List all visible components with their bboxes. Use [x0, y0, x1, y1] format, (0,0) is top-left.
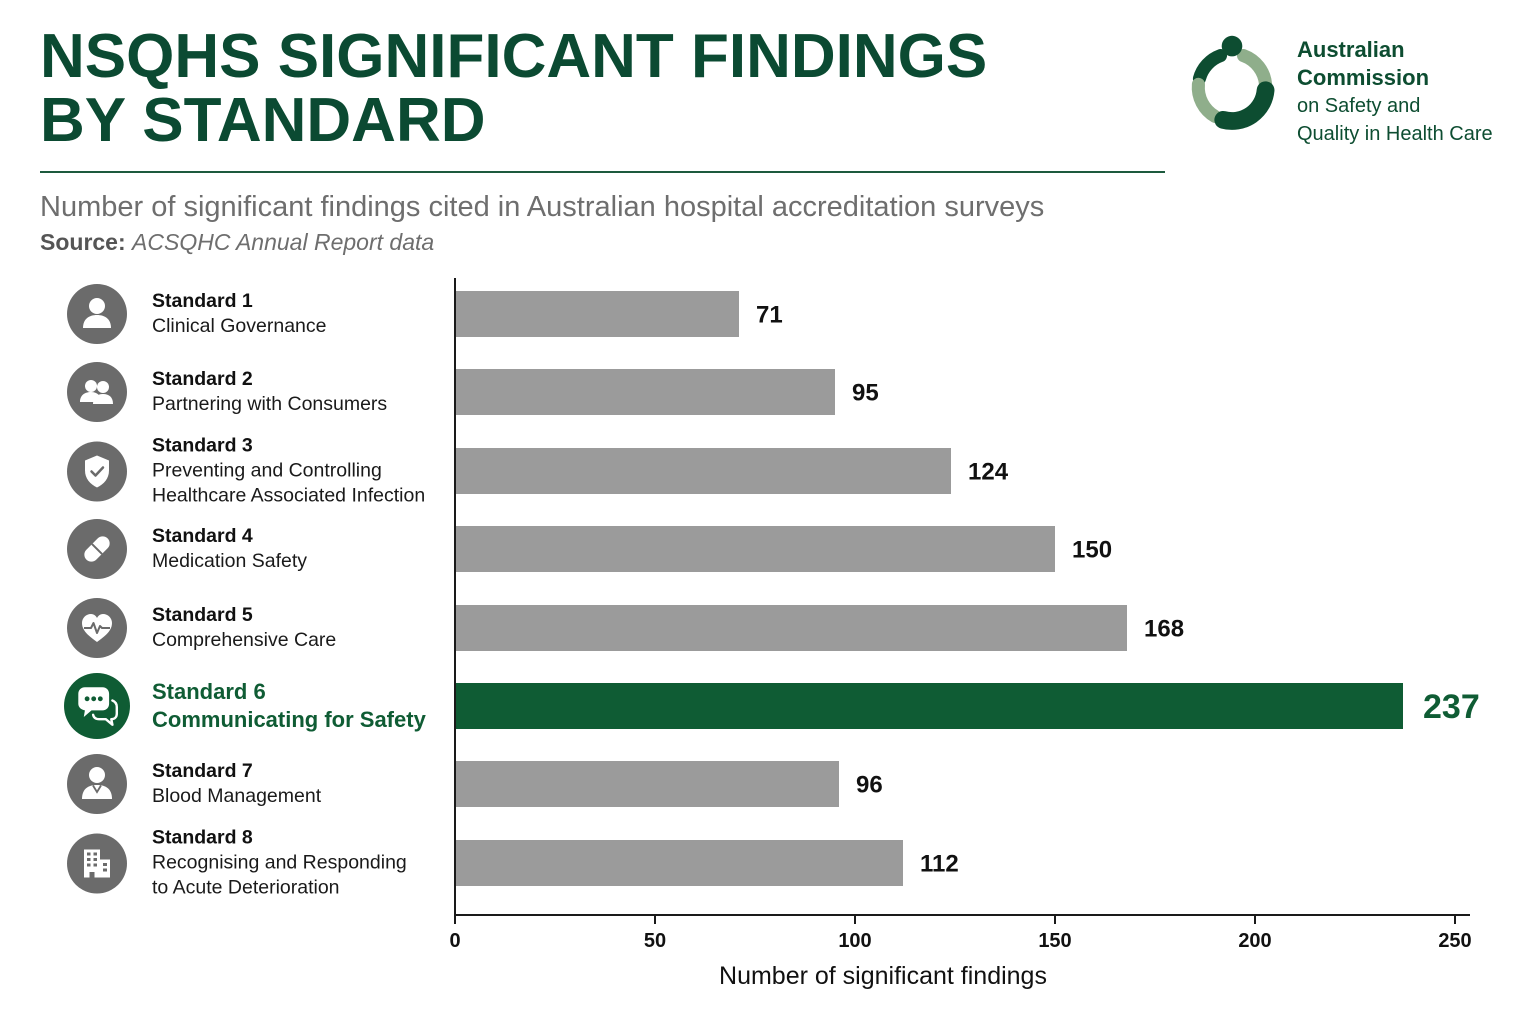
- people-icon: [67, 362, 127, 422]
- standard-name: Partnering with Consumers: [152, 393, 388, 415]
- x-axis-title: Number of significant findings: [719, 962, 1047, 990]
- logo-tagline-line: Quality in Health Care: [1297, 123, 1493, 145]
- standard-number: Standard 4: [152, 525, 253, 547]
- bar: [456, 526, 1055, 572]
- person-icon: [67, 284, 127, 344]
- category-row: Standard 8 Recognising and Responding to…: [67, 826, 407, 901]
- logo-name-line: Commission: [1297, 65, 1430, 90]
- category-row: Standard 3 Preventing and Controlling He…: [67, 434, 425, 509]
- standard-name: Recognising and Responding: [152, 851, 407, 874]
- standard-name: Communicating for Safety: [152, 707, 426, 732]
- bar-value-label: 150: [1072, 537, 1112, 564]
- category-label: Standard 1 Clinical Governance: [152, 289, 327, 339]
- chart-subtitle: Number of significant findings cited in …: [40, 191, 1045, 223]
- bar-value-label: 96: [856, 772, 883, 799]
- category-label: Standard 4 Medication Safety: [152, 524, 307, 574]
- category-row: Standard 5 Comprehensive Care: [67, 598, 336, 658]
- heart-pulse-icon: [67, 598, 127, 658]
- shield-check-icon: [67, 441, 127, 501]
- title-line: BY STANDARD: [40, 86, 486, 155]
- category-row-highlighted: Standard 6 Communicating for Safety: [64, 673, 426, 739]
- bar: [456, 448, 951, 494]
- standard-name: to Acute Deterioration: [152, 876, 340, 899]
- title-line: NSQHS SIGNIFICANT FINDINGS: [40, 22, 988, 91]
- page-title: NSQHS SIGNIFICANT FINDINGS BY STANDARD: [40, 25, 987, 153]
- source-label: Source:: [40, 229, 126, 255]
- logo-wordmark: Australian Commission on Safety and Qual…: [1297, 36, 1493, 148]
- category-label: Standard 7 Blood Management: [152, 759, 321, 809]
- category-label: Standard 8 Recognising and Responding to…: [152, 826, 407, 901]
- category-label: Standard 3 Preventing and Controlling He…: [152, 434, 425, 509]
- bar: [456, 291, 739, 337]
- bar-value-label: 112: [920, 851, 959, 878]
- title-divider: [40, 171, 1165, 173]
- chat-bubbles-icon: [64, 673, 130, 739]
- x-tick-label: 200: [1238, 930, 1271, 952]
- bar: [456, 840, 903, 886]
- category-label: Standard 5 Comprehensive Care: [152, 603, 336, 653]
- source-note: Source: ACSQHC Annual Report data: [40, 228, 434, 256]
- category-row: Standard 4 Medication Safety: [67, 519, 307, 579]
- category-label: Standard 2 Partnering with Consumers: [152, 367, 387, 417]
- standard-name: Comprehensive Care: [152, 629, 337, 651]
- standard-number: Standard 2: [152, 368, 253, 390]
- x-tick-label: 150: [1038, 930, 1071, 952]
- category-row: Standard 7 Blood Management: [67, 754, 321, 814]
- clinician-icon: [67, 754, 127, 814]
- category-row: Standard 1 Clinical Governance: [67, 284, 327, 344]
- bar-value-label: 71: [756, 302, 783, 329]
- x-tick-label: 250: [1438, 930, 1471, 952]
- bar-value-label: 237: [1423, 688, 1480, 726]
- category-label: Standard 6 Communicating for Safety: [152, 678, 426, 734]
- x-tick-label: 50: [644, 930, 666, 952]
- bar: [456, 761, 839, 807]
- logo-name-line: Australian: [1297, 37, 1405, 62]
- building-icon: [67, 833, 127, 893]
- commission-ring-logo-icon: [1191, 35, 1275, 130]
- standard-number: Standard 1: [152, 290, 253, 312]
- standard-number: Standard 6: [152, 679, 266, 704]
- category-row: Standard 2 Partnering with Consumers: [67, 362, 387, 422]
- source-text: ACSQHC Annual Report data: [132, 229, 435, 255]
- bar: [456, 369, 835, 415]
- standard-name: Medication Safety: [152, 550, 308, 572]
- pill-icon: [67, 519, 127, 579]
- bar-value-label: 168: [1144, 616, 1184, 643]
- bar-value-label: 124: [968, 459, 1009, 486]
- bar-highlighted: [456, 683, 1403, 729]
- standard-name: Healthcare Associated Infection: [152, 484, 426, 507]
- bar-value-label: 95: [852, 380, 879, 407]
- standard-name: Preventing and Controlling: [152, 459, 382, 482]
- standard-name: Clinical Governance: [152, 315, 327, 337]
- standard-number: Standard 7: [152, 760, 253, 782]
- x-tick-label: 100: [838, 930, 871, 952]
- x-tick-label: 0: [449, 930, 460, 952]
- standard-name: Blood Management: [152, 785, 322, 807]
- standard-number: Standard 5: [152, 604, 253, 626]
- logo-tagline-line: on Safety and: [1297, 95, 1421, 117]
- standard-number: Standard 3: [152, 434, 253, 457]
- standard-number: Standard 8: [152, 826, 253, 849]
- bar: [456, 605, 1127, 651]
